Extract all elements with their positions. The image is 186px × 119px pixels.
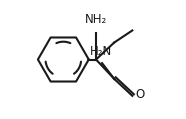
Text: H₂N: H₂N: [90, 45, 112, 58]
Text: O: O: [135, 88, 145, 101]
Text: NH₂: NH₂: [85, 13, 107, 26]
